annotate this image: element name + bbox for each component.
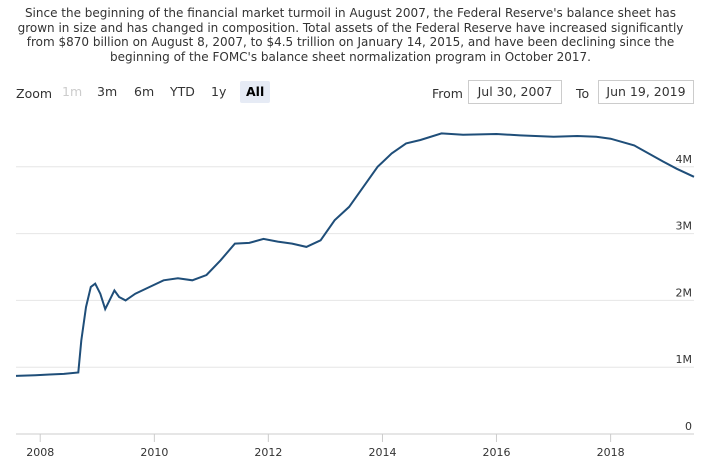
zoom-3m-button[interactable]: 3m xyxy=(97,84,118,99)
x-tick-label: 2012 xyxy=(254,446,282,459)
x-tick-label: 2016 xyxy=(482,446,510,459)
y-tick-label: 0 xyxy=(685,420,692,433)
x-tick-label: 2010 xyxy=(140,446,168,459)
zoom-1m-button: 1m xyxy=(62,84,83,99)
zoom-label: Zoom xyxy=(16,86,53,101)
x-tick-label: 2018 xyxy=(597,446,625,459)
from-date-input[interactable]: Jul 30, 2007 xyxy=(468,80,562,104)
zoom-ytd-button[interactable]: YTD xyxy=(170,84,195,99)
to-label: To xyxy=(576,86,590,101)
y-tick-label: 1M xyxy=(676,353,693,366)
zoom-1y-button[interactable]: 1y xyxy=(211,84,227,99)
x-tick-label: 2008 xyxy=(26,446,54,459)
x-axis: 2008 2010 2012 2014 2016 2018 xyxy=(26,434,625,459)
y-tick-label: 3M xyxy=(676,220,693,233)
balance-sheet-chart: 2008 2010 2012 2014 2016 2018 0 1M 2M 3M 4M xyxy=(15,132,695,459)
zoom-6m-button[interactable]: 6m xyxy=(134,84,155,99)
y-axis: 0 1M 2M 3M 4M xyxy=(676,153,693,433)
to-date-input[interactable]: Jun 19, 2019 xyxy=(598,80,694,104)
y-tick-label: 2M xyxy=(676,286,693,299)
x-tick-label: 2014 xyxy=(368,446,396,459)
grid-lines xyxy=(16,166,694,435)
total-assets-line xyxy=(15,132,695,377)
range-selector-toolbar: Zoom 1m 3m 6m YTD 1y All From Jul 30, 20… xyxy=(0,80,701,106)
from-label: From xyxy=(432,86,463,101)
zoom-all-button[interactable]: All xyxy=(240,81,271,103)
y-tick-label: 4M xyxy=(676,153,693,166)
chart-caption: Since the beginning of the financial mar… xyxy=(17,6,684,64)
